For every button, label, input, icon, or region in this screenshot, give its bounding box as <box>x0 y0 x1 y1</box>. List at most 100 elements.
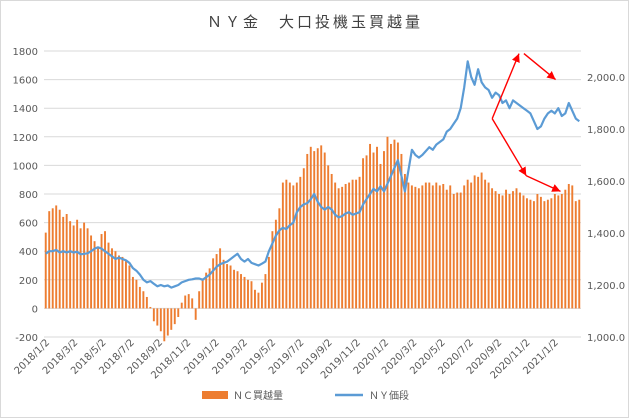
bar <box>191 298 194 309</box>
bar <box>574 201 577 309</box>
bar <box>145 296 148 309</box>
right-tick-label: 1,800.0 <box>587 125 625 136</box>
bar <box>431 185 434 309</box>
bar <box>414 186 417 309</box>
bar <box>365 155 368 309</box>
left-tick-label: 1000 <box>13 161 38 172</box>
left-axis: -200 0 200 400 600 800 1000 1200 1400 1600 1800 <box>13 47 38 344</box>
bar <box>355 179 358 309</box>
bar <box>498 194 501 309</box>
bar <box>271 231 274 309</box>
bar <box>428 182 431 309</box>
bar <box>484 179 487 309</box>
bar <box>173 308 176 325</box>
x-axis: 2018/1/22018/3/22018/5/22018/7/22018/9/2… <box>13 337 561 381</box>
right-tick-label: 1,200.0 <box>587 281 625 292</box>
bar <box>543 201 546 309</box>
bar <box>111 248 113 309</box>
bar <box>104 231 106 309</box>
bar <box>553 194 556 309</box>
right-tick-label: 2,000.0 <box>587 73 625 84</box>
bar <box>152 308 155 322</box>
bar <box>508 194 511 309</box>
bar <box>477 176 480 309</box>
right-tick-label: 1,600.0 <box>587 177 625 188</box>
bar <box>278 208 281 309</box>
bar <box>163 308 166 342</box>
bar <box>362 158 365 309</box>
bar <box>470 182 473 309</box>
left-tick-label: 1800 <box>13 47 38 58</box>
bar <box>267 256 270 309</box>
bar <box>295 182 298 309</box>
bar <box>383 151 385 309</box>
bar <box>417 188 420 309</box>
bar <box>424 182 427 309</box>
bar <box>348 182 351 309</box>
bar <box>149 306 152 309</box>
bar <box>69 221 72 309</box>
bar <box>222 259 225 309</box>
bar <box>466 179 469 309</box>
bar <box>72 225 75 309</box>
bar <box>393 139 396 309</box>
bar <box>107 242 110 309</box>
bar <box>344 183 347 309</box>
bar <box>386 136 389 309</box>
bar <box>351 179 354 309</box>
bar <box>229 265 232 309</box>
left-tick-label: 200 <box>19 276 38 287</box>
bar <box>341 186 344 309</box>
bar <box>567 183 570 309</box>
annotation-arrow <box>491 53 520 119</box>
bar <box>236 271 239 309</box>
bar <box>449 185 452 309</box>
bar <box>62 216 65 309</box>
bar <box>44 232 47 309</box>
bar <box>536 194 539 309</box>
bar <box>494 191 497 309</box>
bar <box>58 209 61 309</box>
bar <box>512 191 514 309</box>
bar <box>396 142 399 309</box>
left-tick-label: 1400 <box>13 104 38 115</box>
bar <box>480 172 483 309</box>
bar <box>299 176 302 309</box>
bar <box>215 254 218 309</box>
bar <box>491 188 494 309</box>
right-tick-label: 1,400.0 <box>587 229 625 240</box>
annotation-arrow <box>491 118 527 177</box>
bar <box>274 219 277 309</box>
bar <box>550 198 553 309</box>
bar <box>219 248 222 309</box>
bar <box>407 182 410 309</box>
left-tick-label: 1600 <box>13 76 38 87</box>
bar <box>292 185 295 309</box>
bar <box>114 251 117 309</box>
bar <box>456 192 459 309</box>
bar <box>187 294 190 309</box>
bar <box>135 279 138 309</box>
bar <box>522 195 525 309</box>
bar <box>180 302 183 309</box>
bar <box>334 182 337 309</box>
bar <box>316 148 319 309</box>
price-line <box>45 60 580 289</box>
bar <box>201 278 204 309</box>
bar <box>226 264 229 309</box>
bar <box>208 268 211 309</box>
bar <box>124 261 127 309</box>
bar <box>529 199 532 309</box>
bar <box>327 165 330 309</box>
bar <box>560 194 563 309</box>
bar <box>557 195 560 309</box>
bar <box>564 189 567 309</box>
bar <box>159 308 162 332</box>
bar <box>142 291 145 309</box>
bar <box>170 308 173 330</box>
bar <box>128 265 131 309</box>
bar <box>97 246 100 309</box>
bar <box>260 282 263 309</box>
legend: ＮＣ買越量 ＮＹ価段 <box>202 389 409 402</box>
